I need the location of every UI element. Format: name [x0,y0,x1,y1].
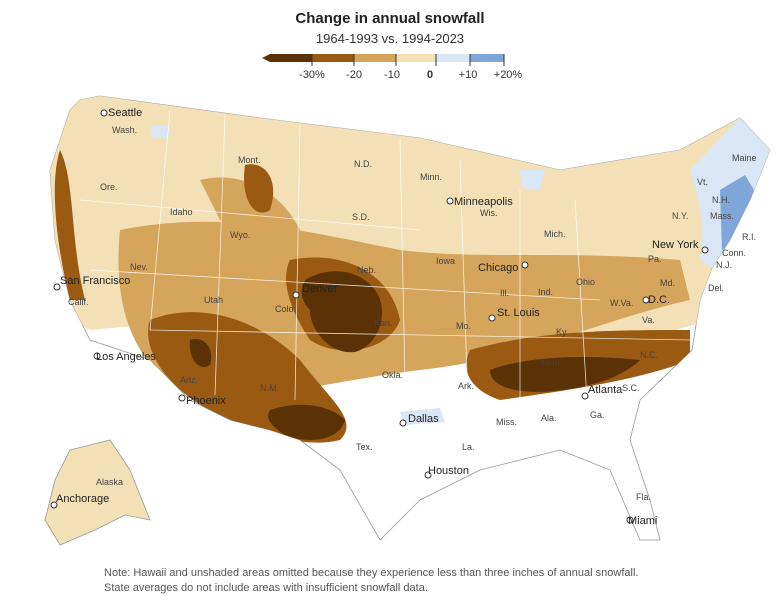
state-label-29: Ala. [541,413,557,423]
state-label-20: Ark. [458,381,474,391]
city-label-san-francisco: San Francisco [60,275,130,287]
state-label-12: S.D. [352,212,370,222]
state-label-4: Nev. [130,262,148,272]
state-label-27: Tenn. [540,358,562,368]
state-label-16: Tex. [356,442,373,452]
city-label-miami: Miami [628,515,657,527]
state-label-17: Minn. [420,172,442,182]
state-label-42: Conn. [722,248,746,258]
legend-label-5: +10 [459,69,478,81]
state-label-21: La. [462,442,475,452]
legend-swatch-5 [436,54,470,62]
legend-swatch-4 [396,54,436,62]
map-title: Change in annual snowfall [295,10,485,27]
city-label-los-angeles: Los Angeles [96,351,156,363]
city-label-minneapolis: Minneapolis [454,196,513,208]
state-label-8: Wyo. [230,230,250,240]
state-label-34: Va. [642,315,655,325]
state-label-26: Ky. [556,327,568,337]
footnote: Note: Hawaii and unshaded areas omitted … [104,567,639,594]
state-label-45: Vt. [697,177,708,187]
state-label-6: Ariz. [180,375,198,385]
state-label-10: N.M. [260,383,279,393]
state-label-33: N.C. [640,350,658,360]
state-label-19: Mo. [456,321,471,331]
state-label-39: Md. [660,278,675,288]
city-label-chicago: Chicago [478,262,518,274]
state-label-44: Mass. [710,211,734,221]
state-label-22: Wis. [480,208,498,218]
state-label-24: Mich. [544,229,566,239]
state-label-14: Kan. [374,318,393,328]
state-label-2: Calif. [68,297,89,307]
alaska-outline [44,439,151,546]
city-label-denver: Denver [302,283,338,295]
state-label-41: N.J. [716,260,732,270]
state-labels: Wash. Ore. Calif. Idaho Nev. Utah Ariz. … [68,125,757,502]
state-label-0: Wash. [112,125,137,135]
legend-label-6: +20% [494,69,522,81]
legend-arrow-icon [262,54,270,62]
legend-swatch-1 [270,54,312,62]
legend-label-4: 0 [427,69,433,81]
state-label-3: Idaho [170,207,193,217]
legend-swatch-6 [470,54,504,62]
state-label-48: Alaska [96,477,123,487]
state-label-25: Ind. [538,287,553,297]
state-label-38: N.Y. [672,211,688,221]
state-label-32: S.C. [622,383,640,393]
legend-label-2: -20 [346,69,362,81]
legend-label-3: -10 [384,69,400,81]
state-label-11: N.D. [354,159,372,169]
state-label-31: Fla. [636,492,651,502]
state-label-5: Utah [204,295,223,305]
city-label-seattle: Seattle [108,107,142,119]
state-label-40: Del. [708,283,724,293]
state-label-47: Maine [732,153,757,163]
city-label-dallas: Dallas [408,413,439,425]
legend-swatch-2 [312,54,354,62]
state-label-35: W.Va. [610,298,633,308]
state-label-43: R.I. [742,232,756,242]
state-label-9: Colo. [275,304,296,314]
map-subtitle: 1964-1993 vs. 1994-2023 [315,31,465,46]
state-label-28: Miss. [496,417,517,427]
legend-swatch-3 [354,54,396,62]
city-label-houston: Houston [428,465,469,477]
state-label-30: Ga. [590,410,605,420]
city-label-anchorage: Anchorage [56,493,109,505]
state-label-1: Ore. [100,182,118,192]
city-label-dc: D.C. [648,294,670,306]
snowfall-shading [50,96,770,443]
city-label-st-louis: St. Louis [497,307,540,319]
state-label-7: Mont. [238,155,261,165]
state-label-46: N.H. [712,195,730,205]
city-markers [50,109,709,524]
state-label-36: Ohio [576,277,595,287]
state-label-13: Neb. [357,265,376,275]
city-label-phoenix: Phoenix [186,395,226,407]
state-label-37: Pa. [648,254,662,264]
legend-label-1: -30% [299,69,325,81]
city-label-new-york: New York [652,239,699,251]
color-legend: -30% -20 -10 0 +10 +20% [262,54,522,81]
state-label-18: Iowa [436,256,455,266]
state-label-23: Ill. [500,288,509,298]
state-label-15: Okla. [382,370,403,380]
city-label-atlanta: Atlanta [588,384,623,396]
snowfall-map: Seattle San Francisco Los Angeles Phoeni… [44,95,771,546]
state-borders [79,109,691,471]
